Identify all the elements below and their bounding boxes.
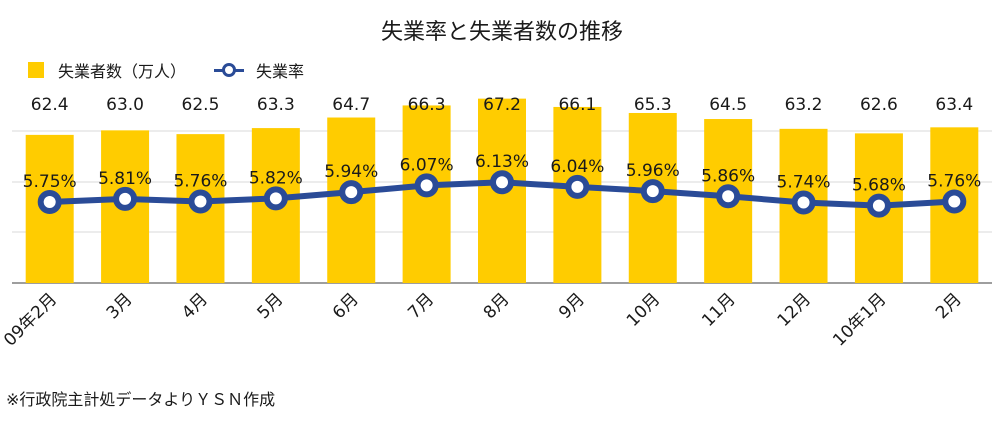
x-tick-label: 3月 [103,289,137,323]
line-data-label: 5.81% [98,169,152,189]
x-tick-label: 10月 [623,289,664,330]
line-data-label: 5.76% [927,171,981,191]
bar-data-label: 63.0 [106,95,144,115]
line-data-label: 6.13% [475,152,529,172]
line-data-label: 6.07% [400,155,454,175]
x-tick-label: 4月 [178,289,212,323]
line-data-label: 5.96% [626,161,680,181]
legend-label-bar: 失業者数（万人） [58,62,187,81]
x-tick-label: 09年2月 [0,289,61,350]
bar-data-label: 64.7 [332,95,370,115]
x-tick-label: 11月 [698,289,739,330]
legend-swatch-bar [28,62,44,78]
x-tick-label: 9月 [555,289,589,323]
line-point [490,170,514,195]
line-data-label: 5.68% [852,176,906,196]
bar-data-label: 66.3 [408,95,446,115]
line-point [866,193,891,218]
bar-data-label: 67.2 [483,95,521,115]
x-tick-label: 12月 [774,289,815,330]
chart-title: 失業率と失業者数の推移 [380,20,623,45]
line-data-label: 5.86% [701,166,755,186]
x-tick-label: 5月 [254,289,288,323]
x-tick-label: 2月 [932,289,966,323]
x-tick-label: 7月 [404,289,438,323]
bar-data-label: 62.6 [860,95,898,115]
legend-swatch-line [214,62,245,78]
bar-data-label: 66.1 [558,95,596,115]
line-point [716,184,741,209]
bar-data-label: 65.3 [634,95,672,115]
bar-data-label: 64.5 [709,95,747,115]
line-data-label: 5.82% [249,168,303,188]
x-tick-label: 8月 [480,289,514,323]
bar-data-label: 63.4 [935,95,973,115]
line-point [188,189,213,214]
legend-label-line: 失業率 [256,62,305,81]
line-point [414,173,439,198]
line-point [263,186,288,211]
line-point [339,180,364,205]
source-note: ※行政院主計処データよりＹＳＮ作成 [6,390,276,409]
line-point [37,190,62,214]
line-point [565,174,590,199]
x-tick-label: 10年1月 [829,289,890,350]
line-point [113,186,138,211]
line-point [640,179,665,204]
line-data-label: 5.74% [777,173,831,193]
bar-data-label: 62.4 [31,95,69,115]
line-data-label: 5.75% [23,172,77,192]
line-point [942,189,967,214]
line-data-label: 5.76% [173,171,227,191]
line-data-label: 5.94% [324,162,378,182]
line-point [791,190,816,215]
bar-data-label: 63.2 [785,95,823,115]
line-data-label: 6.04% [550,157,604,177]
bar-data-label: 62.5 [182,95,220,115]
legend: 失業者数（万人） 失業率 [28,58,304,82]
x-tick-label: 6月 [329,289,363,323]
bar-data-label: 63.3 [257,95,295,115]
